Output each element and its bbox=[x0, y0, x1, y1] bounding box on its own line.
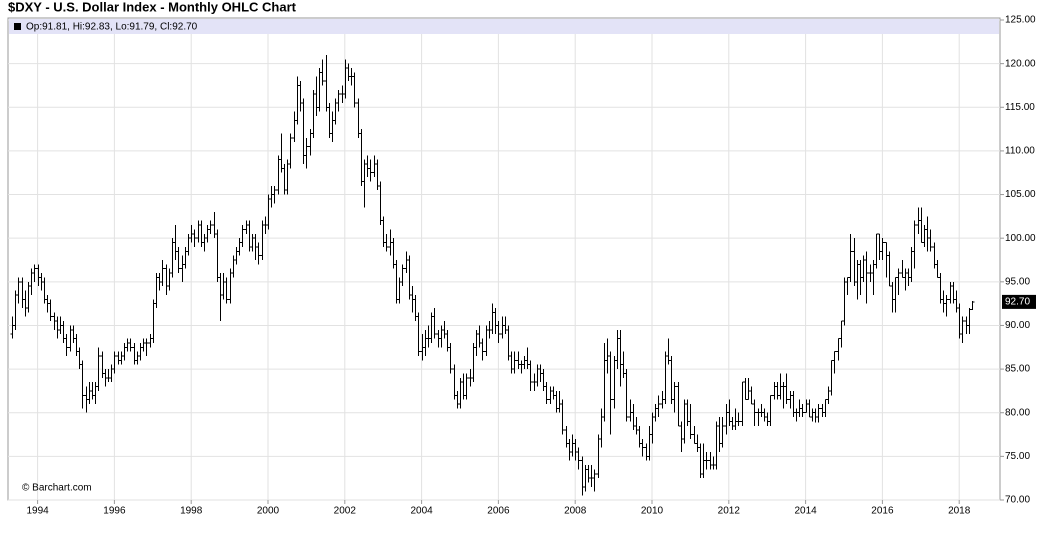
x-tick-label: 2006 bbox=[487, 506, 510, 517]
y-tick-label: 70.00 bbox=[1005, 495, 1030, 506]
x-tick-label: 2004 bbox=[410, 506, 433, 517]
x-tick-label: 1996 bbox=[103, 506, 126, 517]
y-tick-label: 95.00 bbox=[1005, 276, 1030, 287]
x-tick-label: 2000 bbox=[257, 506, 280, 517]
x-tick-label: 2018 bbox=[948, 506, 971, 517]
last-price-box bbox=[1002, 294, 1036, 309]
y-tick-label: 75.00 bbox=[1005, 451, 1030, 462]
watermark: © Barchart.com bbox=[22, 483, 92, 494]
y-tick-label: 85.00 bbox=[1005, 364, 1030, 375]
x-tick-label: 2002 bbox=[334, 506, 357, 517]
x-tick-label: 2016 bbox=[871, 506, 894, 517]
y-tick-label: 115.00 bbox=[1005, 102, 1035, 113]
y-tick-label: 110.00 bbox=[1005, 146, 1035, 157]
last-price-label: 92.70 bbox=[1005, 297, 1030, 308]
x-tick-label: 2012 bbox=[718, 506, 741, 517]
info-bar bbox=[9, 19, 999, 34]
x-tick-label: 2014 bbox=[794, 506, 817, 517]
y-tick-label: 100.00 bbox=[1005, 233, 1036, 244]
plot-frame bbox=[7, 17, 1001, 501]
info-marker bbox=[14, 23, 21, 30]
x-tick-label: 2008 bbox=[564, 506, 587, 517]
info-text: Op:91.81, Hi:92.83, Lo:91.79, Cl:92.70 bbox=[26, 22, 198, 33]
x-tick-label: 1994 bbox=[26, 506, 49, 517]
chart-title: $DXY - U.S. Dollar Index - Monthly OHLC … bbox=[8, 0, 297, 14]
x-tick-label: 1998 bbox=[180, 506, 203, 517]
y-tick-label: 80.00 bbox=[1005, 407, 1030, 418]
y-tick-label: 120.00 bbox=[1005, 58, 1036, 69]
y-tick-label: 125.00 bbox=[1005, 15, 1036, 26]
y-tick-label: 105.00 bbox=[1005, 189, 1036, 200]
y-tick-label: 90.00 bbox=[1005, 320, 1030, 331]
bars bbox=[10, 54, 975, 496]
x-tick-label: 2010 bbox=[641, 506, 664, 517]
